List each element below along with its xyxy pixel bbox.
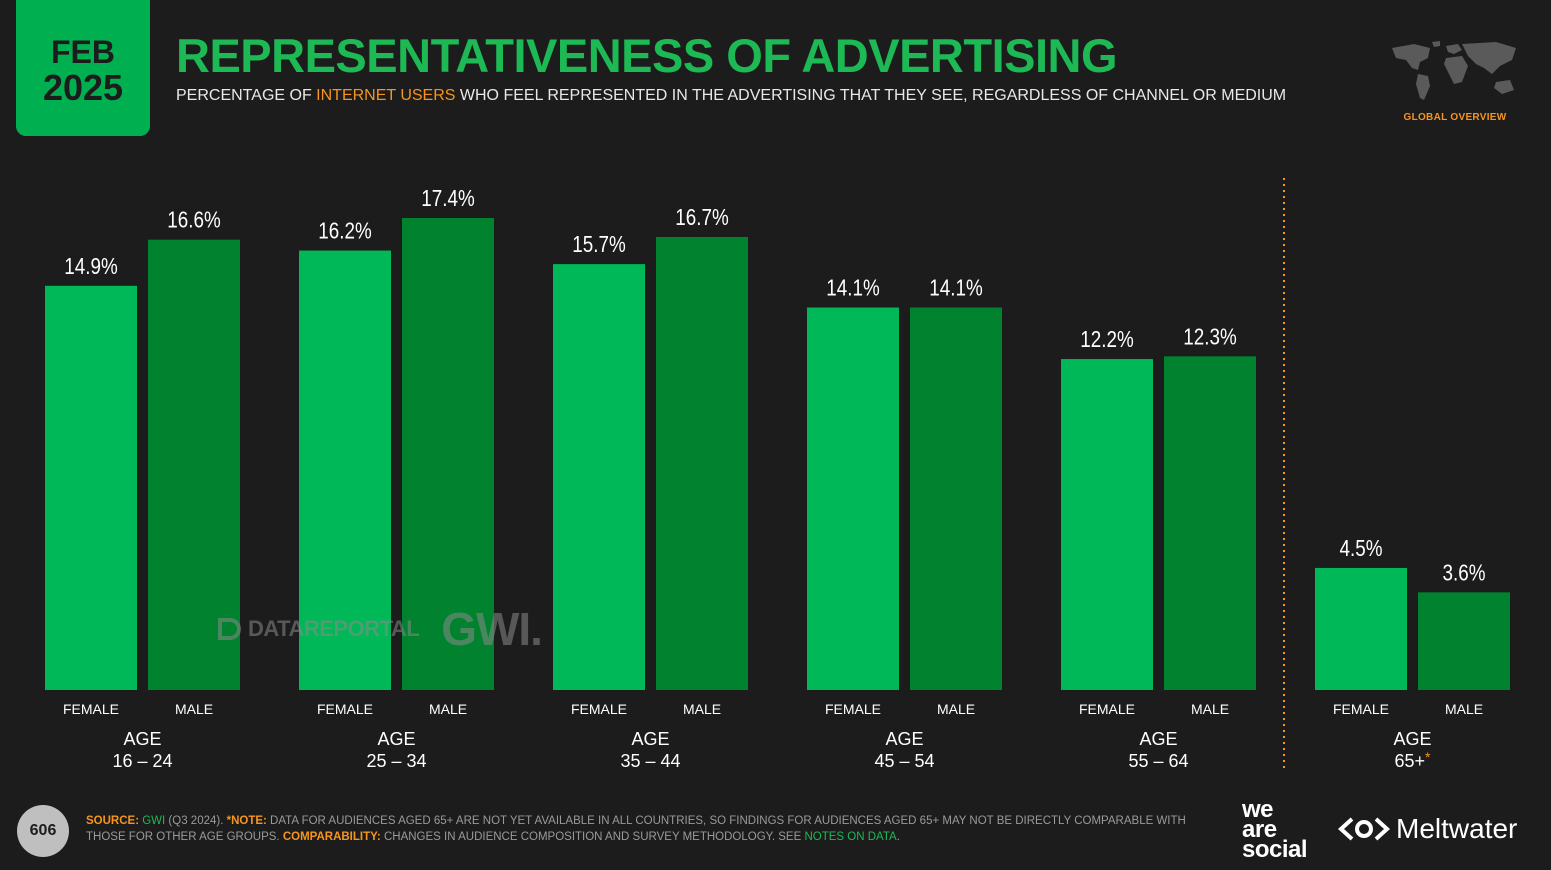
we-are-social-logo: we are social — [1242, 796, 1308, 863]
bar-male-2 — [656, 236, 748, 690]
page-subtitle: PERCENTAGE OF INTERNET USERS WHO FEEL RE… — [176, 87, 1286, 105]
comparability-text: CHANGES IN AUDIENCE COMPOSITION AND SURV… — [380, 830, 805, 843]
data-label-female-5: 4.5% — [1340, 536, 1383, 561]
series-label-male-4: MALE — [1191, 701, 1229, 717]
comparability-label: COMPARABILITY: — [282, 830, 381, 843]
data-label-male-2: 16.7% — [675, 205, 728, 230]
category-label-0: 16 – 24 — [112, 751, 172, 771]
data-label-female-0: 14.9% — [64, 254, 117, 279]
datareportal-logo-icon — [218, 618, 241, 640]
series-label-female-2: FEMALE — [571, 701, 627, 717]
bar-female-1 — [299, 250, 391, 690]
data-label-female-1: 16.2% — [318, 219, 371, 244]
meltwater-logo: Meltwater — [1338, 813, 1517, 845]
brand-line-1: we — [1242, 796, 1274, 823]
series-label-female-4: FEMALE — [1079, 701, 1135, 717]
category-label-2: 35 – 44 — [620, 751, 680, 771]
source-period: . — [896, 830, 900, 843]
category-label-1: 25 – 34 — [366, 751, 426, 771]
bar-female-5 — [1315, 567, 1407, 690]
category-prefix-5: AGE — [1393, 729, 1431, 749]
subtitle-before: PERCENTAGE OF — [176, 87, 317, 104]
data-label-male-3: 14.1% — [929, 276, 982, 301]
data-label-male-5: 3.6% — [1443, 561, 1486, 586]
category-prefix-4: AGE — [1139, 729, 1177, 749]
category-asterisk: * — [1425, 749, 1431, 765]
brand-line-2: are — [1242, 816, 1277, 843]
gwi-watermark: GWI. — [441, 603, 543, 655]
series-label-male-5: MALE — [1445, 701, 1483, 717]
meltwater-text: Meltwater — [1396, 813, 1518, 844]
series-label-male-2: MALE — [683, 701, 721, 717]
category-prefix-2: AGE — [631, 729, 669, 749]
bar-female-0 — [45, 285, 137, 690]
series-label-male-1: MALE — [429, 701, 467, 717]
category-label-3: 45 – 54 — [874, 751, 934, 771]
series-label-male-3: MALE — [937, 701, 975, 717]
bar-female-2 — [553, 264, 645, 690]
bar-male-1 — [402, 218, 494, 690]
series-label-female-3: FEMALE — [825, 701, 881, 717]
category-prefix-1: AGE — [377, 729, 415, 749]
category-label-4: 55 – 64 — [1128, 751, 1188, 771]
bar-male-3 — [910, 307, 1002, 690]
category-prefix-0: AGE — [123, 729, 161, 749]
source-rest: (Q3 2024). — [165, 815, 227, 827]
series-label-male-0: MALE — [175, 701, 213, 717]
badge-month: FEB — [51, 34, 115, 70]
meltwater-logo-icon — [1338, 817, 1390, 841]
note-text: DATA FOR AUDIENCES AGED 65+ ARE NOT YET … — [86, 815, 1186, 843]
world-map-icon — [1392, 41, 1516, 100]
source-link[interactable]: GWI — [139, 815, 166, 827]
page-number: 606 — [17, 805, 69, 857]
source-label: SOURCE: — [86, 815, 140, 827]
datareportal-watermark: DATAREPORTAL — [216, 616, 420, 642]
series-label-female-5: FEMALE — [1333, 701, 1389, 717]
bar-male-5 — [1418, 592, 1510, 690]
category-prefix-3: AGE — [885, 729, 923, 749]
region-label: GLOBAL OVERVIEW — [1403, 112, 1507, 123]
data-label-female-2: 15.7% — [572, 232, 625, 257]
date-badge: FEB 2025 — [16, 0, 150, 136]
data-label-female-3: 14.1% — [826, 276, 879, 301]
page-title: REPRESENTATIVENESS OF ADVERTISING — [176, 29, 1118, 82]
badge-year: 2025 — [42, 67, 124, 108]
note-label: *NOTE: — [226, 815, 267, 827]
bar-male-0 — [148, 239, 240, 690]
subtitle-highlight: INTERNET USERS — [316, 87, 456, 104]
series-label-female-0: FEMALE — [63, 701, 119, 717]
data-label-male-0: 16.6% — [167, 208, 220, 233]
notes-on-data-link[interactable]: NOTES ON DATA — [804, 830, 897, 843]
subtitle-after: WHO FEEL REPRESENTED IN THE ADVERTISING … — [455, 87, 1287, 104]
category-label-5: 65+* — [1395, 749, 1432, 771]
brand-line-3: social — [1242, 836, 1308, 863]
bar-female-3 — [807, 307, 899, 690]
bar-male-4 — [1164, 356, 1256, 690]
series-label-female-1: FEMALE — [317, 701, 373, 717]
data-label-male-4: 12.3% — [1183, 325, 1236, 350]
watermark: DATAREPORTAL GWI. — [216, 602, 543, 656]
source-note: SOURCE: GWI (Q3 2024). *NOTE: DATA FOR A… — [86, 814, 1206, 845]
bar-female-4 — [1061, 359, 1153, 690]
data-label-male-1: 17.4% — [421, 186, 474, 211]
datareportal-text: DATAREPORTAL — [248, 616, 420, 641]
data-label-female-4: 12.2% — [1080, 327, 1133, 352]
